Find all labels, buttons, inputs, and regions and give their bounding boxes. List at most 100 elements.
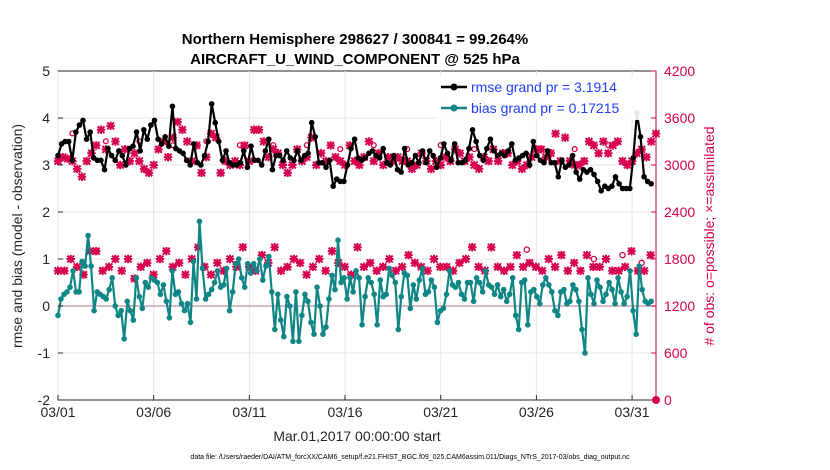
- obs-assimilated-marker: [178, 125, 187, 134]
- rmse-point: [166, 143, 172, 149]
- bias-point: [588, 291, 594, 298]
- bias-point: [585, 275, 591, 281]
- obs-assimilated-marker: [470, 160, 479, 170]
- bias-point: [272, 326, 278, 333]
- legend-bias-marker: [450, 104, 458, 112]
- obs-assimilated-marker: [353, 243, 362, 252]
- rmse-point: [262, 148, 269, 154]
- obs-assimilated-marker: [442, 262, 451, 272]
- obs-assimilated-marker: [168, 133, 178, 142]
- obs-assimilated-marker: [633, 266, 643, 275]
- rmse-point: [148, 122, 154, 128]
- rmse-point: [469, 127, 476, 133]
- rmse-point: [87, 129, 93, 135]
- bias-point: [332, 286, 338, 293]
- obs-possible-marker: [380, 263, 387, 271]
- bias-point: [515, 326, 522, 333]
- bias-point: [287, 303, 293, 309]
- rmse-point: [269, 166, 276, 173]
- bias-point: [296, 338, 302, 345]
- bias-point: [238, 275, 245, 281]
- obs-assimilated-marker: [278, 160, 288, 170]
- bias-point: [293, 289, 299, 295]
- obs-assimilated-marker: [461, 254, 471, 264]
- bias-point: [302, 291, 308, 298]
- obs-assimilated-marker: [374, 149, 383, 158]
- rmse-point: [487, 136, 494, 142]
- right-y-tick-label: 4200: [664, 63, 695, 79]
- obs-assimilated-marker: [308, 262, 318, 272]
- bias-point: [175, 289, 182, 295]
- x-tick-label: 03/26: [519, 404, 554, 420]
- bias-point: [567, 298, 573, 305]
- rmse-point: [169, 103, 176, 110]
- rmse-point: [98, 157, 104, 164]
- x-tick-label: 03/21: [423, 404, 458, 420]
- legend: rmse grand pr = 3.1914 bias grand pr = 0…: [437, 76, 650, 120]
- obs-assimilated-marker: [560, 133, 570, 142]
- bias-point: [497, 293, 504, 300]
- obs-assimilated-marker: [334, 258, 343, 268]
- obs-assimilated-marker: [455, 149, 465, 158]
- bias-point: [163, 298, 170, 305]
- obs-assimilated-marker: [441, 152, 450, 162]
- bias-point: [193, 296, 200, 302]
- rmse-point: [541, 159, 547, 166]
- obs-assimilated-marker: [378, 262, 388, 272]
- obs-assimilated-marker: [517, 164, 527, 174]
- obs-assimilated-marker: [225, 254, 235, 264]
- obs-assimilated-marker: [276, 266, 286, 275]
- bias-point: [386, 265, 393, 272]
- right-y-tick-label: 3000: [664, 157, 695, 173]
- obs-assimilated-marker: [192, 141, 201, 150]
- bias-point: [467, 279, 474, 286]
- legend-box: [437, 76, 650, 120]
- bias-point: [118, 307, 124, 314]
- legend-rmse-label: rmse grand pr = 3.1914: [471, 79, 617, 95]
- obs-assimilated-marker: [506, 262, 515, 272]
- bias-point: [618, 289, 624, 295]
- right-y-axis-ticks: 0 600 1200 1800 2400 3000 3600 4200: [651, 63, 695, 408]
- rmse-point: [80, 117, 86, 124]
- rmse-point: [466, 145, 472, 152]
- bias-point: [208, 286, 215, 293]
- obs-possible-marker: [590, 255, 598, 263]
- bias-point: [440, 305, 447, 312]
- obs-assimilated-marker: [595, 262, 604, 272]
- bias-point: [561, 286, 567, 293]
- rmse-point: [137, 148, 143, 154]
- rmse-point: [119, 152, 126, 159]
- bias-point: [103, 296, 109, 302]
- bias-point: [624, 293, 630, 300]
- rmse-point: [430, 152, 437, 159]
- bias-point: [555, 312, 561, 319]
- rmse-point: [241, 148, 247, 154]
- x-tick-label: 03/16: [328, 404, 363, 420]
- bias-point: [124, 298, 131, 305]
- obs-assimilated-marker: [580, 156, 589, 166]
- bias-point: [253, 268, 260, 274]
- obs-possible-marker: [102, 138, 109, 145]
- bias-point: [281, 333, 287, 340]
- bias-point: [603, 291, 609, 298]
- bias-point: [525, 322, 531, 328]
- obs-assimilated-marker: [646, 250, 655, 260]
- obs-assimilated-marker: [264, 152, 273, 162]
- bias-point: [534, 293, 540, 300]
- rmse-point: [391, 152, 397, 159]
- rmse-point: [648, 181, 654, 187]
- bias-point: [67, 284, 73, 291]
- obs-assimilated-marker: [289, 254, 298, 264]
- x-tick-label: 03/01: [40, 404, 75, 420]
- x-tick-label: 03/31: [615, 404, 650, 420]
- obs-assimilated-marker: [144, 168, 154, 178]
- bias-point: [509, 275, 516, 281]
- bias-point: [443, 291, 450, 298]
- rmse-point: [105, 145, 111, 152]
- bias-point: [549, 289, 555, 295]
- rmse-point: [323, 164, 329, 171]
- right-y-tick-label: 1800: [664, 251, 695, 267]
- rmse-point: [162, 134, 168, 140]
- rmse-point: [244, 164, 251, 171]
